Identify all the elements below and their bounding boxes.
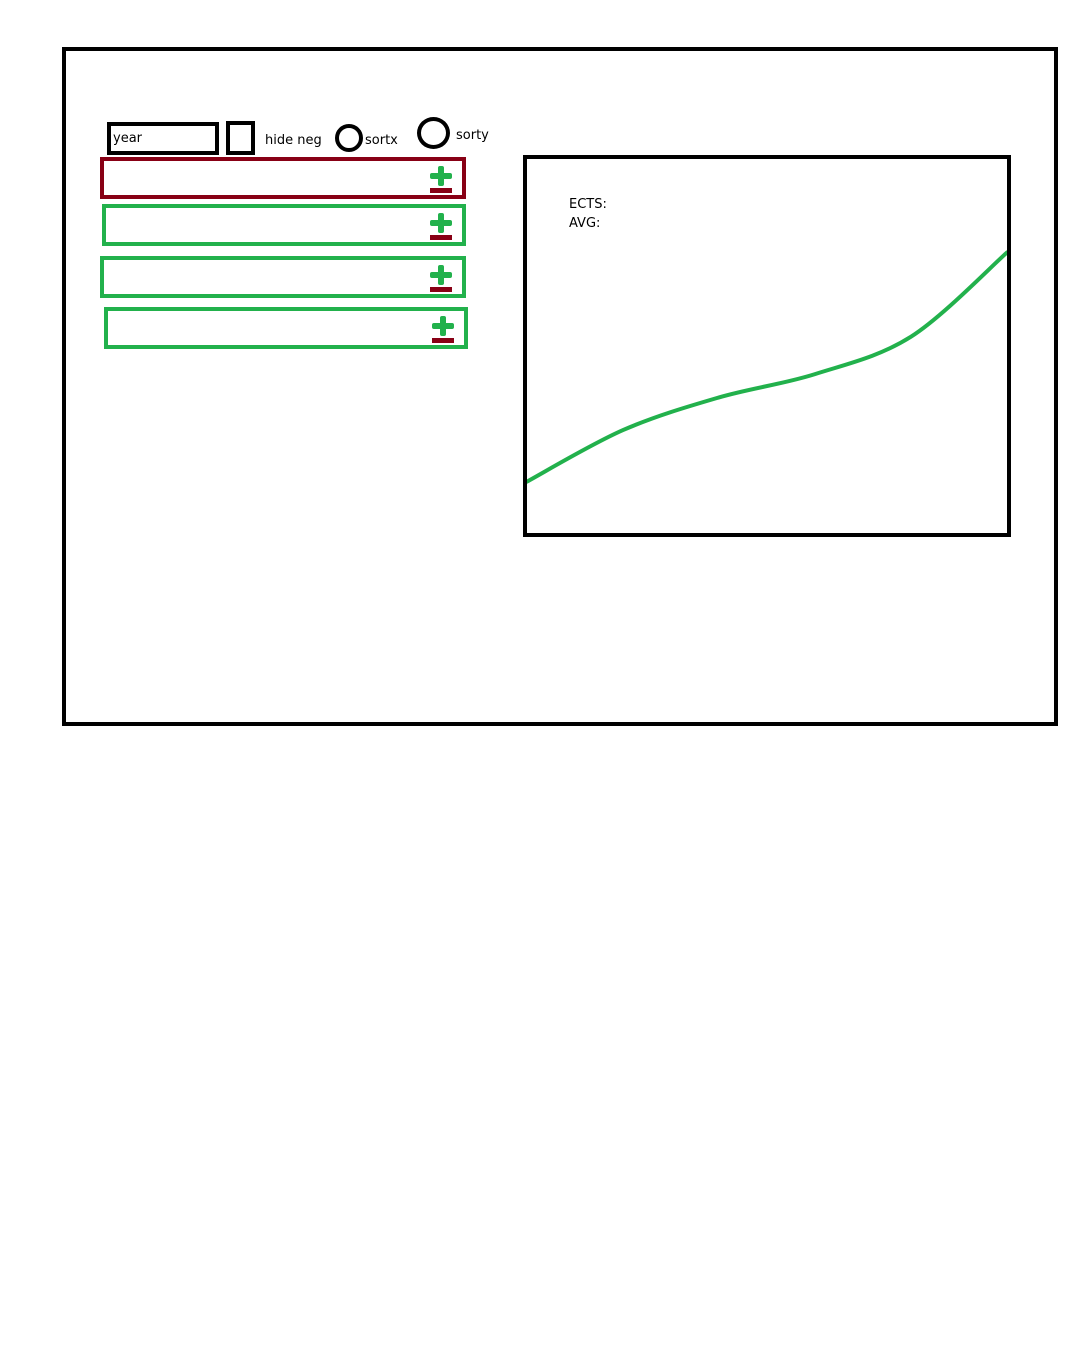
minus-icon[interactable] <box>430 235 452 240</box>
sortx-label: sortx <box>365 133 398 148</box>
ects-label: ECTS: <box>569 197 607 212</box>
hide-neg-label: hide neg <box>265 133 322 148</box>
sortx-radio[interactable] <box>335 124 363 152</box>
minus-icon[interactable] <box>430 188 452 193</box>
plus-icon[interactable] <box>430 166 452 186</box>
list-item[interactable] <box>100 256 466 298</box>
plus-icon[interactable] <box>430 213 452 233</box>
list-item[interactable] <box>102 204 466 246</box>
minus-icon[interactable] <box>430 287 452 292</box>
line-chart <box>527 250 1007 484</box>
list-item[interactable] <box>100 157 466 199</box>
plus-icon[interactable] <box>430 265 452 285</box>
hide-neg-checkbox[interactable] <box>226 121 255 155</box>
minus-icon[interactable] <box>432 338 454 343</box>
list-item[interactable] <box>104 307 468 349</box>
sorty-radio[interactable] <box>417 117 450 149</box>
series-line <box>527 250 1007 484</box>
chart-panel: ECTS: AVG: <box>523 155 1011 537</box>
year-input[interactable] <box>107 122 219 155</box>
plus-icon[interactable] <box>432 316 454 336</box>
avg-label: AVG: <box>569 216 601 231</box>
sorty-label: sorty <box>456 128 489 143</box>
